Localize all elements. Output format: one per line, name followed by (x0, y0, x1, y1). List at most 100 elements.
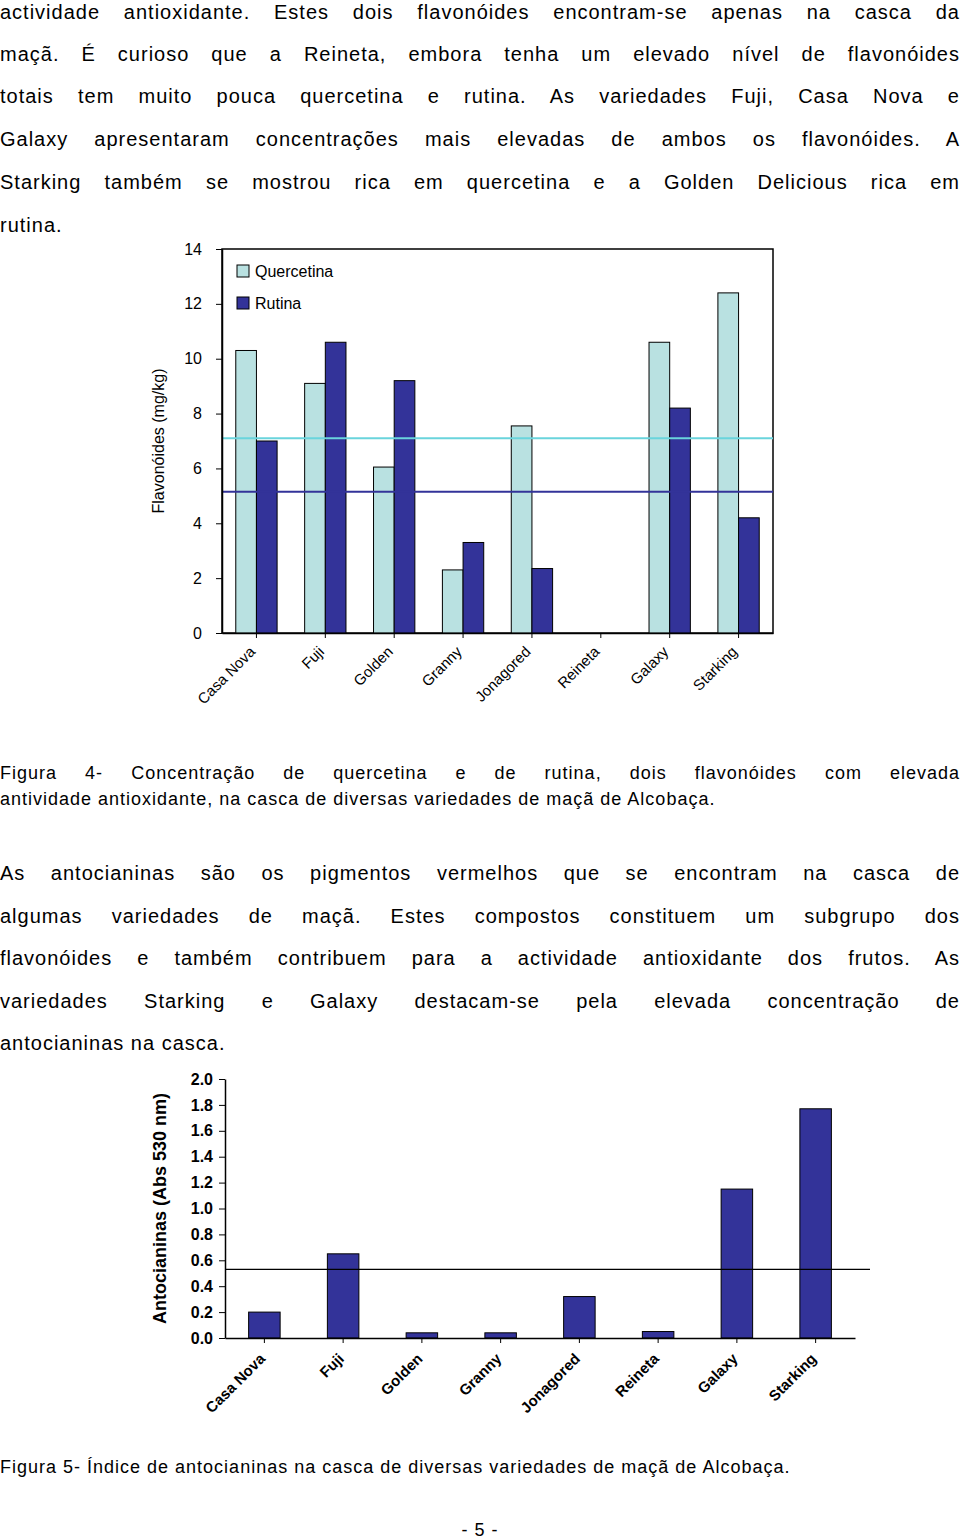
x-tick-label: Golden (350, 643, 396, 689)
y-tick-label: 1.8 (191, 1097, 213, 1114)
y-tick-label: 1.6 (191, 1122, 213, 1139)
chart: 0.00.20.40.60.81.01.21.41.61.82.0Casa No… (150, 1071, 870, 1416)
legend: QuercetinaRutina (237, 263, 333, 312)
y-tick-mark (219, 1183, 225, 1184)
y-tick-mark (216, 414, 222, 415)
y-tick-label: 0.6 (191, 1252, 213, 1269)
y-tick-label: 2.0 (191, 1071, 213, 1088)
reference-line (222, 491, 773, 493)
y-tick-label: 1.2 (191, 1174, 213, 1191)
bar (256, 441, 277, 633)
y-tick: 0.0 (191, 1330, 225, 1347)
y-tick-label: 14 (184, 241, 202, 258)
bar (718, 293, 739, 633)
y-tick-label: 6 (193, 460, 202, 477)
x-tick: Jonagored (472, 633, 534, 705)
y-tick-mark (219, 1234, 225, 1235)
bar (800, 1109, 832, 1338)
y-tick-mark (219, 1312, 225, 1313)
y-tick-label: 1.0 (191, 1200, 213, 1217)
legend-swatch (237, 297, 249, 309)
x-tick: Golden (350, 633, 396, 689)
y-tick: 0.8 (191, 1226, 225, 1243)
bar (649, 342, 670, 633)
paragraph-line: actividade antioxidante. Estes dois flav… (0, 0, 960, 24)
y-axis: 0.00.20.40.60.81.01.21.41.61.82.0 (191, 1071, 226, 1347)
page: 02468101214Casa NovaFujiGoldenGrannyJona… (0, 0, 960, 1538)
caption-line: Figura 4- Concentração de quercetina e d… (0, 762, 960, 784)
paragraph-line: totais tem muito pouca quercetina e ruti… (0, 84, 960, 108)
x-tick: Casa Nova (194, 633, 259, 707)
y-tick-label: 4 (193, 515, 202, 532)
x-tick: Jonagored (517, 1338, 583, 1416)
x-tick-mark (658, 1338, 659, 1343)
bar (564, 1297, 596, 1338)
paragraph-line: Starking também se mostrou rica em querc… (0, 170, 960, 194)
legend-swatch (237, 265, 249, 277)
bar (327, 1254, 359, 1338)
y-tick-label: 2 (193, 570, 202, 587)
y-tick-mark (219, 1157, 225, 1158)
x-tick: Reineta (554, 633, 603, 691)
bar (442, 570, 463, 633)
y-tick-mark (216, 359, 222, 360)
y-tick: 14 (184, 241, 222, 258)
x-tick-label: Casa Nova (202, 1349, 269, 1416)
x-tick-label: Fuji (298, 643, 327, 672)
y-tick: 1.8 (191, 1097, 225, 1114)
y-tick: 0.6 (191, 1252, 225, 1269)
y-tick-label: 0.4 (191, 1278, 213, 1295)
x-tick: Granny (455, 1338, 505, 1399)
y-tick: 0.2 (191, 1304, 225, 1321)
bar (739, 518, 760, 633)
x-tick-mark (738, 633, 739, 638)
paragraph-line: As antocianinas são os pigmentos vermelh… (0, 861, 960, 885)
bar (305, 383, 326, 633)
y-tick-label: 10 (184, 350, 202, 367)
y-tick-mark (219, 1105, 225, 1106)
x-tick-mark (343, 1338, 344, 1343)
chart: 02468101214Casa NovaFujiGoldenGrannyJona… (150, 241, 774, 708)
bar (721, 1189, 753, 1338)
y-tick-label: 0.0 (191, 1330, 213, 1347)
y-tick: 1.6 (191, 1122, 225, 1139)
x-tick-label: Granny (455, 1349, 505, 1399)
bar (463, 542, 484, 633)
caption-line: Figura 5- Índice de antocianinas na casc… (0, 1456, 960, 1478)
marks (222, 293, 773, 633)
x-tick: Granny (418, 633, 465, 690)
bar (485, 1333, 517, 1338)
y-tick-label: 0 (193, 625, 202, 642)
x-tick-mark (264, 1338, 265, 1343)
y-tick: 1.0 (191, 1200, 225, 1217)
y-axis: 02468101214 (184, 241, 222, 642)
x-tick-label: Fuji (316, 1350, 347, 1381)
legend-label: Rutina (255, 295, 301, 312)
x-tick: Golden (377, 1338, 426, 1398)
x-tick-mark (600, 633, 601, 638)
bar (394, 381, 415, 633)
x-tick: Fuji (298, 633, 327, 672)
y-tick: 0.4 (191, 1278, 225, 1295)
paragraph-line: rutina. (0, 213, 960, 237)
y-tick-mark (216, 523, 222, 524)
y-tick-mark (216, 304, 222, 305)
y-axis-title: Antocianinas (Abs 530 nm) (150, 1093, 170, 1324)
paragraph-line: algumas variedades de maçã. Estes compos… (0, 904, 960, 928)
y-tick-mark (219, 1209, 225, 1210)
x-axis: Casa NovaFujiGoldenGrannyJonagoredReinet… (202, 1338, 856, 1416)
x-axis: Casa Nova Fuji Golden GrannyJonagored Reinet… (194, 633, 774, 707)
y-tick-mark (219, 1131, 225, 1132)
y-tick: 10 (184, 350, 222, 367)
x-tick-mark (325, 633, 326, 638)
y-axis-title: Flavonóides (mg/kg) (150, 369, 167, 514)
x-tick-label: Starking (765, 1350, 819, 1404)
x-tick-mark (579, 1338, 580, 1343)
y-tick-mark (219, 1338, 225, 1339)
y-tick-mark (219, 1260, 225, 1261)
paragraph-line: maçã. É curioso que a Reineta, embora te… (0, 42, 960, 66)
plot-frame (222, 249, 773, 633)
x-tick-label: Golden (377, 1350, 426, 1399)
x-tick-label: Starking (689, 643, 740, 694)
y-tick: 1.2 (191, 1174, 225, 1191)
